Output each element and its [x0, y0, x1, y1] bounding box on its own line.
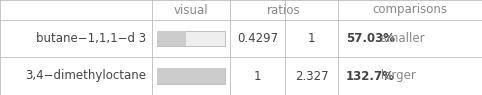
Bar [157, 68, 225, 84]
Text: 2.327: 2.327 [295, 70, 328, 82]
Text: 1: 1 [254, 70, 261, 82]
Bar [157, 31, 186, 46]
Text: visual: visual [174, 4, 208, 17]
Text: 3,4−dimethyloctane: 3,4−dimethyloctane [25, 70, 146, 82]
Text: 57.03%: 57.03% [346, 32, 395, 45]
Text: butane−1,1,1−d 3: butane−1,1,1−d 3 [36, 32, 146, 45]
Bar [157, 31, 225, 46]
Text: 0.4297: 0.4297 [237, 32, 278, 45]
Text: larger: larger [377, 70, 416, 82]
Text: ratios: ratios [267, 4, 301, 17]
Text: smaller: smaller [377, 32, 425, 45]
Text: 132.7%: 132.7% [346, 70, 395, 82]
Bar [157, 68, 225, 84]
Text: comparisons: comparisons [373, 4, 447, 17]
Text: 1: 1 [308, 32, 315, 45]
